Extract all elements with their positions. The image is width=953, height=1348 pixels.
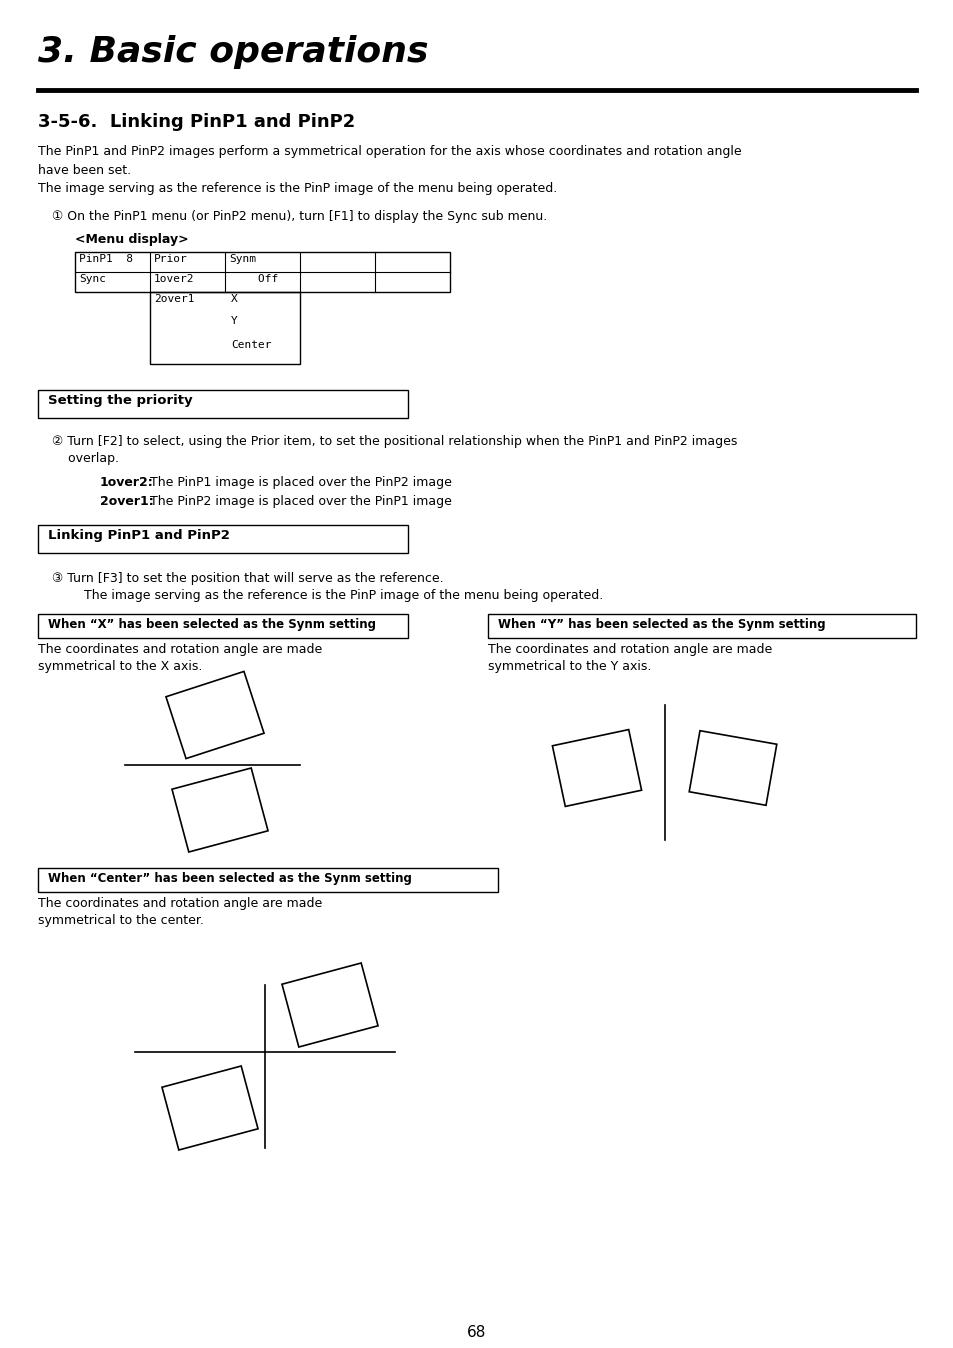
Text: <Menu display>: <Menu display> (75, 233, 189, 245)
Text: X: X (231, 294, 237, 305)
Text: Setting the priority: Setting the priority (48, 394, 193, 407)
Bar (38, 868, 497, 892)
Text: Sync: Sync (79, 274, 106, 284)
Text: The image serving as the reference is the PinP image of the menu being operated.: The image serving as the reference is th… (68, 589, 602, 603)
Text: The coordinates and rotation angle are made: The coordinates and rotation angle are m… (38, 896, 322, 910)
Text: 1over2:: 1over2: (100, 476, 153, 489)
Text: PinP1  8: PinP1 8 (79, 253, 132, 264)
Text: ② Turn [F2] to select, using the Prior item, to set the positional relationship : ② Turn [F2] to select, using the Prior i… (52, 435, 737, 448)
Text: symmetrical to the X axis.: symmetrical to the X axis. (38, 661, 202, 673)
Bar (38, 390, 408, 418)
Text: Synm: Synm (229, 253, 255, 264)
Text: 1over2: 1over2 (153, 274, 194, 284)
Text: When “X” has been selected as the Synm setting: When “X” has been selected as the Synm s… (48, 617, 375, 631)
Bar (38, 524, 408, 553)
Text: The PinP1 and PinP2 images perform a symmetrical operation for the axis whose co: The PinP1 and PinP2 images perform a sym… (38, 146, 740, 195)
Text: symmetrical to the Y axis.: symmetrical to the Y axis. (488, 661, 651, 673)
Text: When “Y” has been selected as the Synm setting: When “Y” has been selected as the Synm s… (497, 617, 824, 631)
Text: overlap.: overlap. (52, 452, 119, 465)
Text: Linking PinP1 and PinP2: Linking PinP1 and PinP2 (48, 528, 230, 542)
Bar (38, 613, 408, 638)
Text: The coordinates and rotation angle are made: The coordinates and rotation angle are m… (488, 643, 771, 656)
Text: The PinP1 image is placed over the PinP2 image: The PinP1 image is placed over the PinP2… (146, 476, 452, 489)
Text: 3. Basic operations: 3. Basic operations (38, 35, 428, 69)
Text: The coordinates and rotation angle are made: The coordinates and rotation angle are m… (38, 643, 322, 656)
Bar (150, 293, 299, 364)
Text: When “Center” has been selected as the Synm setting: When “Center” has been selected as the S… (48, 872, 412, 886)
Text: 2over1:: 2over1: (100, 495, 153, 508)
Bar (75, 252, 450, 293)
Text: 3-5-6.  Linking PinP1 and PinP2: 3-5-6. Linking PinP1 and PinP2 (38, 113, 355, 131)
Text: ③ Turn [F3] to set the position that will serve as the reference.: ③ Turn [F3] to set the position that wil… (52, 572, 443, 585)
Text: 2over1: 2over1 (153, 294, 194, 305)
Text: Y: Y (231, 315, 237, 326)
Text: Center: Center (231, 340, 272, 350)
Text: 68: 68 (467, 1325, 486, 1340)
Text: The PinP2 image is placed over the PinP1 image: The PinP2 image is placed over the PinP1… (146, 495, 452, 508)
Text: Off: Off (231, 274, 278, 284)
Bar (488, 613, 915, 638)
Text: Prior: Prior (153, 253, 188, 264)
Text: ① On the PinP1 menu (or PinP2 menu), turn [F1] to display the Sync sub menu.: ① On the PinP1 menu (or PinP2 menu), tur… (52, 210, 547, 222)
Text: symmetrical to the center.: symmetrical to the center. (38, 914, 204, 927)
